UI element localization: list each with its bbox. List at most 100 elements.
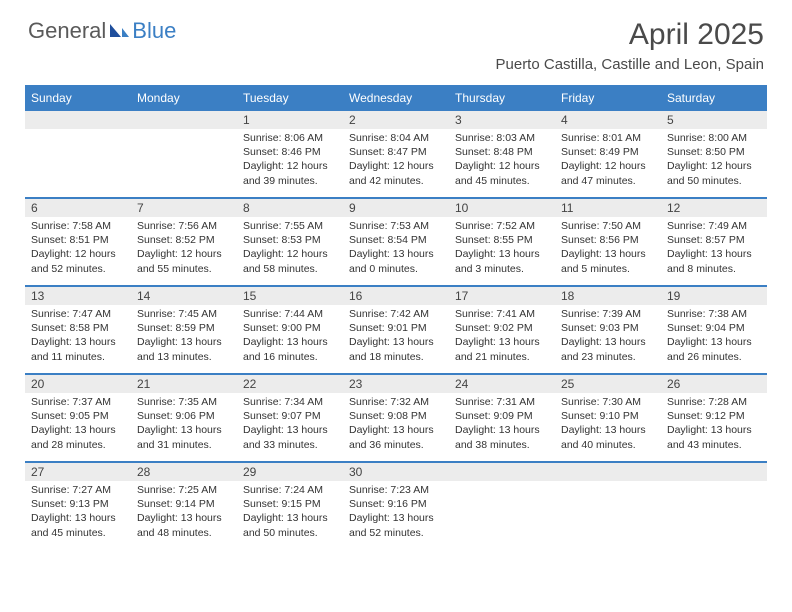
day-body: Sunrise: 7:35 AMSunset: 9:06 PMDaylight:… bbox=[131, 393, 237, 456]
day-number: . bbox=[25, 109, 131, 129]
daylight-line: Daylight: 13 hours and 26 minutes. bbox=[667, 335, 761, 363]
sunrise-line: Sunrise: 7:38 AM bbox=[667, 307, 761, 321]
day-number: 13 bbox=[25, 285, 131, 305]
day-body: Sunrise: 7:27 AMSunset: 9:13 PMDaylight:… bbox=[25, 481, 131, 544]
header: General Blue April 2025 Puerto Castilla,… bbox=[0, 0, 792, 79]
sunrise-line: Sunrise: 7:58 AM bbox=[31, 219, 125, 233]
calendar-cell: 29Sunrise: 7:24 AMSunset: 9:15 PMDayligh… bbox=[237, 461, 343, 549]
calendar-cell: 12Sunrise: 7:49 AMSunset: 8:57 PMDayligh… bbox=[661, 197, 767, 285]
logo: General Blue bbox=[28, 18, 176, 44]
day-number: 2 bbox=[343, 109, 449, 129]
sunrise-line: Sunrise: 7:55 AM bbox=[243, 219, 337, 233]
calendar-cell: 18Sunrise: 7:39 AMSunset: 9:03 PMDayligh… bbox=[555, 285, 661, 373]
sunrise-line: Sunrise: 7:27 AM bbox=[31, 483, 125, 497]
day-number: 24 bbox=[449, 373, 555, 393]
sunset-line: Sunset: 9:02 PM bbox=[455, 321, 549, 335]
sunrise-line: Sunrise: 7:39 AM bbox=[561, 307, 655, 321]
calendar-cell: 26Sunrise: 7:28 AMSunset: 9:12 PMDayligh… bbox=[661, 373, 767, 461]
sunrise-line: Sunrise: 7:45 AM bbox=[137, 307, 231, 321]
day-number: . bbox=[449, 461, 555, 481]
day-number: 3 bbox=[449, 109, 555, 129]
day-body bbox=[449, 481, 555, 487]
day-body: Sunrise: 7:25 AMSunset: 9:14 PMDaylight:… bbox=[131, 481, 237, 544]
logo-text-general: General bbox=[28, 18, 106, 44]
month-title: April 2025 bbox=[496, 18, 765, 52]
calendar-cell: 17Sunrise: 7:41 AMSunset: 9:02 PMDayligh… bbox=[449, 285, 555, 373]
calendar-cell: 2Sunrise: 8:04 AMSunset: 8:47 PMDaylight… bbox=[343, 109, 449, 197]
calendar-cell: 19 Sunrise: 7:38 AMSunset: 9:04 PMDayligh… bbox=[661, 285, 767, 373]
daylight-line: Daylight: 13 hours and 33 minutes. bbox=[243, 423, 337, 451]
daylight-line: Daylight: 13 hours and 40 minutes. bbox=[561, 423, 655, 451]
day-number: 28 bbox=[131, 461, 237, 481]
calendar-cell: 28Sunrise: 7:25 AMSunset: 9:14 PMDayligh… bbox=[131, 461, 237, 549]
sunset-line: Sunset: 9:00 PM bbox=[243, 321, 337, 335]
day-number: 16 bbox=[343, 285, 449, 305]
daylight-line: Daylight: 13 hours and 13 minutes. bbox=[137, 335, 231, 363]
day-body: Sunrise: 7:34 AMSunset: 9:07 PMDaylight:… bbox=[237, 393, 343, 456]
calendar-cell: 1Sunrise: 8:06 AMSunset: 8:46 PMDaylight… bbox=[237, 109, 343, 197]
day-body: Sunrise: 7:41 AMSunset: 9:02 PMDaylight:… bbox=[449, 305, 555, 368]
sunrise-line: Sunrise: 8:03 AM bbox=[455, 131, 549, 145]
sunset-line: Sunset: 9:04 PM bbox=[667, 321, 761, 335]
calendar-cell: 14Sunrise: 7:45 AMSunset: 8:59 PMDayligh… bbox=[131, 285, 237, 373]
calendar-cell: . bbox=[449, 461, 555, 549]
sunrise-line: Sunrise: 7:53 AM bbox=[349, 219, 443, 233]
sunset-line: Sunset: 8:48 PM bbox=[455, 145, 549, 159]
sunset-line: Sunset: 8:57 PM bbox=[667, 233, 761, 247]
sunrise-line: Sunrise: 7:24 AM bbox=[243, 483, 337, 497]
calendar-cell: 24Sunrise: 7:31 AMSunset: 9:09 PMDayligh… bbox=[449, 373, 555, 461]
sunrise-line: Sunrise: 7:49 AM bbox=[667, 219, 761, 233]
calendar-cell: . bbox=[555, 461, 661, 549]
day-body: Sunrise: 7:31 AMSunset: 9:09 PMDaylight:… bbox=[449, 393, 555, 456]
day-body: Sunrise: 7:23 AMSunset: 9:16 PMDaylight:… bbox=[343, 481, 449, 544]
calendar-body: ..1Sunrise: 8:06 AMSunset: 8:46 PMDaylig… bbox=[25, 109, 767, 549]
day-number: 22 bbox=[237, 373, 343, 393]
day-body: Sunrise: 7:42 AMSunset: 9:01 PMDaylight:… bbox=[343, 305, 449, 368]
day-number: 14 bbox=[131, 285, 237, 305]
daylight-line: Daylight: 13 hours and 18 minutes. bbox=[349, 335, 443, 363]
sunrise-line: Sunrise: 8:04 AM bbox=[349, 131, 443, 145]
day-number: 10 bbox=[449, 197, 555, 217]
sunset-line: Sunset: 8:59 PM bbox=[137, 321, 231, 335]
day-body: Sunrise: 7:37 AMSunset: 9:05 PMDaylight:… bbox=[25, 393, 131, 456]
day-number: . bbox=[131, 109, 237, 129]
sunset-line: Sunset: 8:53 PM bbox=[243, 233, 337, 247]
sunrise-line: Sunrise: 7:30 AM bbox=[561, 395, 655, 409]
day-number: 4 bbox=[555, 109, 661, 129]
sunrise-line: Sunrise: 7:42 AM bbox=[349, 307, 443, 321]
day-body bbox=[661, 481, 767, 487]
sunrise-line: Sunrise: 7:37 AM bbox=[31, 395, 125, 409]
day-body bbox=[555, 481, 661, 487]
day-body: Sunrise: 7:44 AMSunset: 9:00 PMDaylight:… bbox=[237, 305, 343, 368]
sunrise-line: Sunrise: 7:31 AM bbox=[455, 395, 549, 409]
weekday-header: Wednesday bbox=[343, 86, 449, 109]
daylight-line: Daylight: 13 hours and 11 minutes. bbox=[31, 335, 125, 363]
calendar-cell: 8Sunrise: 7:55 AMSunset: 8:53 PMDaylight… bbox=[237, 197, 343, 285]
calendar-cell: 11Sunrise: 7:50 AMSunset: 8:56 PMDayligh… bbox=[555, 197, 661, 285]
day-body: Sunrise: 7:45 AMSunset: 8:59 PMDaylight:… bbox=[131, 305, 237, 368]
logo-text-blue: Blue bbox=[132, 18, 176, 44]
sunset-line: Sunset: 8:51 PM bbox=[31, 233, 125, 247]
day-number: 20 bbox=[25, 373, 131, 393]
title-block: April 2025 Puerto Castilla, Castille and… bbox=[496, 18, 765, 73]
calendar-row: 13Sunrise: 7:47 AMSunset: 8:58 PMDayligh… bbox=[25, 285, 767, 373]
day-body: Sunrise: 7:58 AMSunset: 8:51 PMDaylight:… bbox=[25, 217, 131, 280]
calendar-cell: 3Sunrise: 8:03 AMSunset: 8:48 PMDaylight… bbox=[449, 109, 555, 197]
sunset-line: Sunset: 9:15 PM bbox=[243, 497, 337, 511]
daylight-line: Daylight: 12 hours and 42 minutes. bbox=[349, 159, 443, 187]
sunset-line: Sunset: 8:55 PM bbox=[455, 233, 549, 247]
calendar-cell: 20Sunrise: 7:37 AMSunset: 9:05 PMDayligh… bbox=[25, 373, 131, 461]
day-number: 19 bbox=[661, 285, 767, 305]
day-number: 5 bbox=[661, 109, 767, 129]
day-body: Sunrise: 7:50 AMSunset: 8:56 PMDaylight:… bbox=[555, 217, 661, 280]
daylight-line: Daylight: 13 hours and 8 minutes. bbox=[667, 247, 761, 275]
calendar-cell: 13Sunrise: 7:47 AMSunset: 8:58 PMDayligh… bbox=[25, 285, 131, 373]
day-body: Sunrise: 8:03 AMSunset: 8:48 PMDaylight:… bbox=[449, 129, 555, 192]
day-body: Sunrise: 7:30 AMSunset: 9:10 PMDaylight:… bbox=[555, 393, 661, 456]
day-number: 7 bbox=[131, 197, 237, 217]
daylight-line: Daylight: 13 hours and 45 minutes. bbox=[31, 511, 125, 539]
daylight-line: Daylight: 12 hours and 45 minutes. bbox=[455, 159, 549, 187]
sunrise-line: Sunrise: 8:01 AM bbox=[561, 131, 655, 145]
day-number: 9 bbox=[343, 197, 449, 217]
sunset-line: Sunset: 9:07 PM bbox=[243, 409, 337, 423]
